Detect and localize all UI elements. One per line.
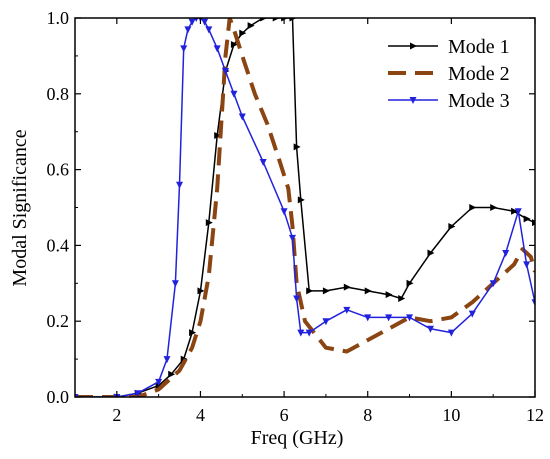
data-point [523,261,531,269]
data-point [514,208,522,216]
data-point [163,356,171,364]
data-point [189,329,197,337]
data-point [364,287,372,295]
y-tick-label: 0.2 [47,311,70,331]
data-point [214,131,222,139]
data-point [305,329,313,337]
data-point [523,215,531,223]
series-1 [75,18,535,397]
data-point [469,204,477,211]
y-tick-label: 1.0 [47,8,70,28]
data-point [343,283,351,291]
plot-series [75,18,535,397]
data-point [297,196,305,204]
data-point [343,306,351,314]
data-point [364,314,372,322]
data-point [201,18,209,26]
data-point [230,90,238,98]
legend-marker [409,97,417,104]
chart-legend: Mode 1 Mode 2 Mode 3 [388,36,510,112]
legend-item: Mode 1 [388,36,510,58]
data-point [511,207,519,215]
data-point [406,279,414,287]
data-point [288,234,296,242]
data-point [427,249,435,257]
y-tick-label: 0.8 [47,84,70,104]
legend-marker [410,42,417,50]
y-tick-label: 0.4 [47,235,70,255]
data-point [188,18,196,26]
data-point [197,287,205,295]
data-point [194,18,199,22]
data-point [205,219,213,227]
x-tick-label: 6 [280,405,289,425]
x-axis-label: Freq (GHz) [251,427,344,449]
data-point [259,159,267,167]
data-point [205,26,213,34]
data-point [155,378,163,386]
data-point [238,113,246,121]
data-point [385,291,393,299]
legend-item: Mode 3 [388,90,510,112]
data-point [448,222,456,230]
data-point [134,390,142,397]
data-point [213,45,221,53]
series-2 [75,18,535,397]
axis-ticks [74,17,536,398]
data-point [171,280,179,288]
data-point [531,299,535,307]
legend-item: Mode 2 [388,63,510,85]
x-tick-label: 10 [442,405,460,425]
data-point [230,41,238,49]
legend-label: Mode 3 [448,90,510,112]
data-point [406,314,414,322]
data-point [426,325,434,333]
data-point [490,204,498,211]
x-tick-label: 12 [526,405,544,425]
data-point [168,370,176,378]
data-point [322,318,330,326]
x-tick-label: 8 [363,405,372,425]
series-line [75,18,535,397]
data-point [289,18,297,22]
data-point [293,295,301,303]
data-point [297,329,305,337]
axis-tick-labels: 2 4 6 8 10 12 0.0 0.2 0.4 0.6 0.8 1.0 [47,8,545,425]
y-tick-label: 0.0 [47,387,70,407]
data-point [184,26,192,34]
data-point [155,382,163,390]
data-point [306,287,314,295]
series-3 [75,18,535,397]
y-tick-label: 0.6 [47,160,70,180]
data-point [447,329,455,337]
y-axis-label: Modal Significance [9,129,31,286]
data-point [272,18,280,22]
data-point [260,18,268,22]
data-point [489,280,497,288]
data-point [322,287,330,295]
data-point [180,45,188,53]
x-tick-label: 2 [112,405,121,425]
data-point [280,208,288,216]
data-point [398,294,406,302]
legend-label: Mode 2 [448,63,510,85]
data-point [468,310,476,318]
data-point [176,181,184,189]
data-point [293,143,301,151]
data-point [239,29,247,37]
data-point [502,249,510,257]
data-point [385,314,393,322]
legend-label: Mode 1 [448,36,510,58]
x-tick-label: 4 [196,405,205,425]
data-point [222,68,230,76]
series-line [75,18,535,397]
data-point [247,22,255,30]
